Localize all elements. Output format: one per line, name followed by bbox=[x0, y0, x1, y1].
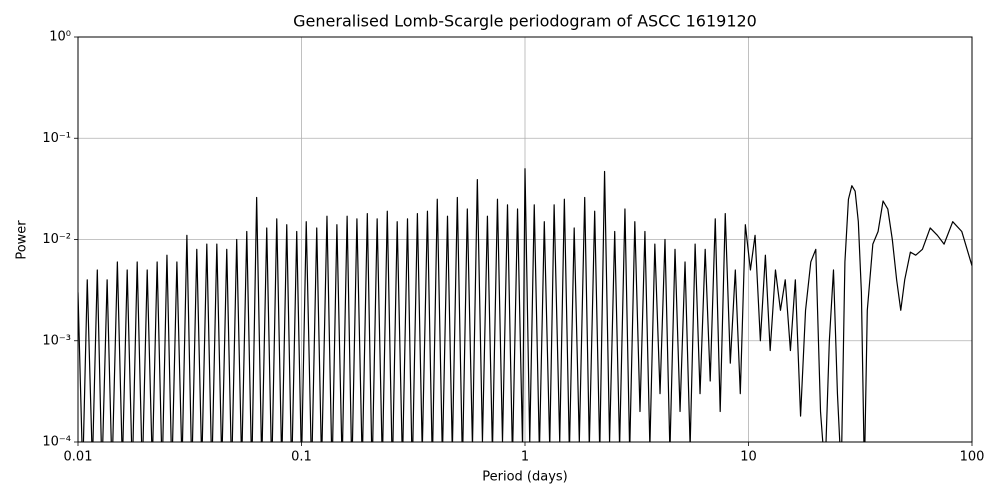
periodogram-line bbox=[78, 168, 972, 442]
x-tick-label: 0.01 bbox=[64, 450, 93, 465]
grid bbox=[77, 36, 973, 443]
x-tick-label: 0.1 bbox=[291, 450, 312, 465]
chart-title: Generalised Lomb-Scargle periodogram of … bbox=[293, 12, 757, 31]
x-tick-label: 1 bbox=[521, 450, 529, 465]
y-axis-label: Power bbox=[15, 220, 30, 260]
x-axis-label: Period (days) bbox=[482, 470, 568, 485]
plot-area bbox=[78, 168, 972, 442]
y-tick-label: 10⁻³ bbox=[42, 333, 71, 348]
x-tick-label: 100 bbox=[960, 450, 985, 465]
y-tick-label: 10⁻¹ bbox=[42, 131, 71, 146]
y-tick-label: 10⁻² bbox=[42, 232, 71, 247]
x-tick-label: 10 bbox=[740, 450, 757, 465]
y-tick-label: 10⁻⁴ bbox=[42, 435, 71, 450]
y-tick-label: 10⁰ bbox=[49, 30, 71, 45]
